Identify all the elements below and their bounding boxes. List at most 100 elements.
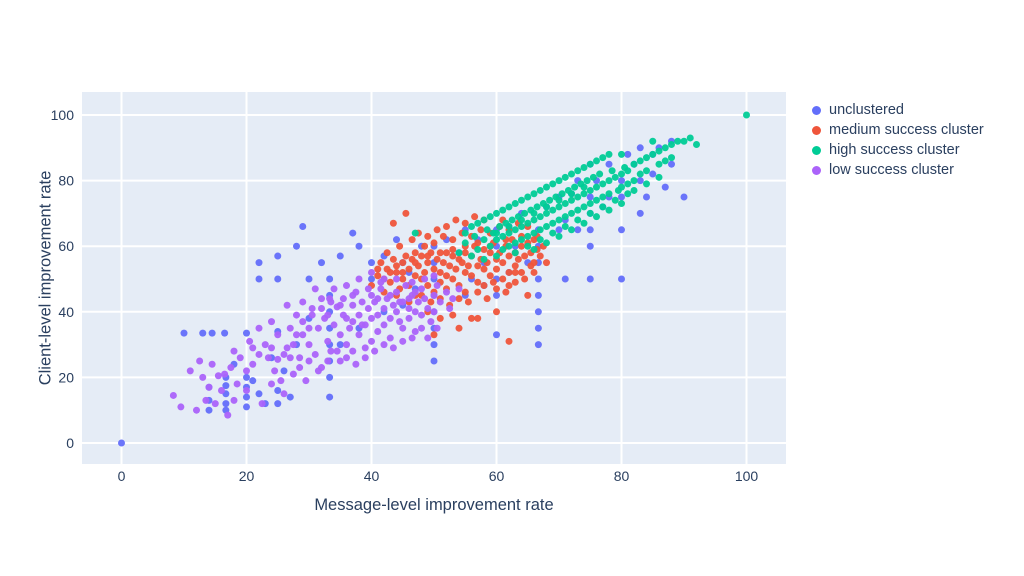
data-point xyxy=(618,226,625,234)
data-point xyxy=(349,301,357,309)
data-point xyxy=(368,259,375,267)
data-point xyxy=(618,170,625,178)
data-point xyxy=(574,193,582,201)
data-point xyxy=(427,298,435,306)
legend-item-high-success-cluster[interactable]: high success cluster xyxy=(812,140,984,160)
data-point xyxy=(530,190,538,198)
data-point xyxy=(399,268,407,276)
data-point xyxy=(258,400,266,408)
data-point xyxy=(571,183,579,191)
data-point xyxy=(449,275,457,283)
data-point xyxy=(555,216,563,224)
data-point xyxy=(311,350,319,358)
legend-item-medium-success-cluster[interactable]: medium success cluster xyxy=(812,120,984,140)
data-point xyxy=(524,232,532,240)
data-point xyxy=(449,236,457,244)
data-point xyxy=(274,252,282,260)
data-point xyxy=(177,403,185,411)
data-point xyxy=(430,239,438,247)
data-point xyxy=(580,219,588,227)
data-point xyxy=(661,144,669,152)
data-point xyxy=(486,272,494,280)
data-point xyxy=(505,203,513,211)
series-low-success-cluster xyxy=(169,268,463,419)
data-point xyxy=(421,268,429,276)
data-point xyxy=(236,354,244,362)
data-point xyxy=(286,393,294,401)
data-point xyxy=(349,318,357,326)
y-tick-labels: 0 20 40 60 80 100 xyxy=(51,107,75,451)
data-point xyxy=(364,285,372,293)
data-point xyxy=(546,196,554,204)
data-point xyxy=(274,275,282,283)
legend-item-low-success-cluster[interactable]: low success cluster xyxy=(812,160,984,180)
data-point xyxy=(549,180,557,188)
data-point xyxy=(421,242,429,250)
data-point xyxy=(336,341,344,349)
data-point xyxy=(555,196,563,204)
data-point xyxy=(330,285,338,293)
data-point xyxy=(480,216,488,224)
data-point xyxy=(511,249,519,257)
data-point xyxy=(255,350,263,358)
data-point xyxy=(221,329,229,337)
data-point xyxy=(452,216,460,224)
data-point xyxy=(618,177,625,185)
data-point xyxy=(661,183,669,191)
data-point xyxy=(580,183,588,191)
data-point xyxy=(643,154,650,162)
data-point xyxy=(436,298,444,306)
data-point xyxy=(474,239,482,247)
data-point xyxy=(214,372,222,380)
data-point xyxy=(243,373,250,381)
data-point xyxy=(364,305,372,313)
data-point xyxy=(436,249,444,257)
data-point xyxy=(411,308,419,316)
data-point xyxy=(393,236,400,244)
data-point xyxy=(474,219,482,227)
y-tick-label: 100 xyxy=(51,107,75,123)
data-point xyxy=(518,236,525,244)
data-point xyxy=(274,355,282,363)
data-point xyxy=(246,337,254,345)
data-point xyxy=(555,177,563,185)
data-point xyxy=(299,298,307,306)
data-point xyxy=(405,265,413,273)
data-point xyxy=(243,403,250,411)
data-point xyxy=(574,216,582,224)
data-point xyxy=(293,242,300,250)
data-point xyxy=(605,206,613,214)
data-point xyxy=(477,226,485,234)
data-point xyxy=(271,367,279,375)
data-point xyxy=(480,282,488,290)
data-point xyxy=(474,278,482,286)
data-point xyxy=(636,144,644,152)
y-axis-title: Client-level improvement rate xyxy=(36,170,55,386)
data-point xyxy=(455,285,463,293)
data-point xyxy=(368,291,375,299)
data-point xyxy=(222,400,230,408)
data-point xyxy=(274,387,282,395)
legend-marker-icon xyxy=(812,105,821,115)
data-point xyxy=(574,226,582,234)
data-point xyxy=(249,360,257,368)
data-point xyxy=(393,268,400,276)
data-point xyxy=(424,305,432,313)
data-point xyxy=(377,259,385,267)
data-point xyxy=(511,239,519,247)
data-point xyxy=(533,203,541,211)
data-point xyxy=(561,173,569,181)
data-point xyxy=(580,163,588,171)
data-point xyxy=(433,226,441,234)
data-point xyxy=(402,209,410,217)
data-point xyxy=(583,177,591,185)
data-point xyxy=(193,406,200,414)
data-point xyxy=(511,226,519,234)
data-point xyxy=(574,167,582,175)
data-point xyxy=(449,245,457,253)
data-point xyxy=(305,324,313,332)
legend-item-unclustered[interactable]: unclustered xyxy=(812,100,984,120)
data-point xyxy=(511,200,519,208)
data-point xyxy=(630,186,638,194)
data-point xyxy=(211,400,219,408)
